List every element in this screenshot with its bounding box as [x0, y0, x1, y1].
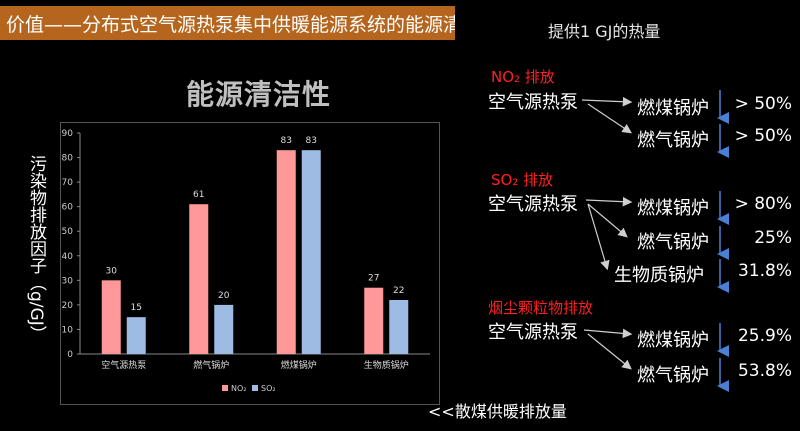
target-so2-1: 燃气锅炉: [637, 232, 709, 253]
y-tick-label: 80: [62, 154, 74, 164]
legend-label-so2: SO₂: [261, 384, 276, 393]
section-heading-no2: NO₂ 排放: [491, 68, 555, 86]
section-source-so2: 空气源热泵: [488, 194, 578, 215]
target-dust-0: 燃煤锅炉: [637, 330, 709, 351]
chart-heading: 能源清洁性: [186, 78, 332, 111]
value-so2-1: 25%: [754, 228, 792, 248]
bar-so2: [214, 304, 234, 354]
value-dust-0: 25.9%: [737, 326, 792, 346]
value-so2-0: > 80%: [734, 194, 792, 214]
y-tick-label: 0: [67, 350, 73, 360]
target-so2-2: 生物质锅炉: [614, 265, 704, 286]
value-so2-2: 31.8%: [737, 261, 792, 281]
section-source-no2: 空气源热泵: [488, 92, 578, 113]
y-tick-label: 60: [62, 203, 74, 213]
y-tick-label: 90: [62, 129, 74, 139]
bar-so2: [301, 150, 321, 354]
target-so2-0: 燃煤锅炉: [637, 198, 709, 219]
target-no2-1: 燃气锅炉: [637, 130, 709, 151]
x-tick-label: 燃气锅炉: [193, 359, 229, 371]
target-dust-1: 燃气锅炉: [637, 365, 709, 386]
section-heading-so2: SO₂ 排放: [491, 171, 554, 189]
bar-value-label: 22: [393, 286, 404, 296]
y-tick-label: 70: [62, 178, 74, 188]
section-source-dust: 空气源热泵: [488, 322, 578, 343]
bar-no2: [276, 150, 296, 354]
x-tick-label: 燃煤锅炉: [281, 359, 317, 371]
bulk-coal-note: <<散煤供暖排放量: [428, 402, 567, 421]
value-no2-0: > 50%: [734, 94, 792, 114]
legend-swatch-so2: [252, 385, 258, 391]
y-tick-label: 10: [62, 325, 74, 335]
y-tick-label: 40: [62, 252, 74, 262]
slide-title: 价值——分布式空气源热泵集中供暖能源系统的能源清洁性: [6, 13, 455, 36]
bar-value-label: 20: [218, 291, 230, 301]
bar-so2: [389, 299, 409, 354]
heat-basis-label: 提供1 GJ的热量: [548, 22, 661, 41]
value-no2-1: > 50%: [734, 126, 792, 146]
y-tick-label: 30: [62, 276, 74, 286]
bar-no2: [364, 287, 384, 354]
bar-value-label: 83: [306, 136, 317, 146]
y-tick-label: 20: [62, 301, 74, 311]
y-tick-label: 50: [62, 227, 74, 237]
bar-value-label: 30: [106, 266, 118, 276]
bar-so2: [126, 317, 146, 354]
chart-frame: [60, 122, 440, 405]
bar-value-label: 83: [281, 136, 292, 146]
x-tick-label: 生物质锅炉: [364, 359, 409, 371]
legend-swatch-no2: [222, 385, 228, 391]
bar-value-label: 15: [131, 303, 142, 313]
legend-label-no2: NO₂: [231, 384, 247, 393]
bar-no2: [189, 204, 209, 354]
bar-value-label: 27: [368, 274, 379, 284]
value-dust-1: 53.8%: [737, 361, 792, 381]
bar-value-label: 61: [193, 190, 204, 200]
x-tick-label: 空气源热泵: [101, 359, 146, 371]
section-heading-dust: 烟尘颗粒物排放: [488, 299, 594, 317]
slide-title-bar: 价值——分布式空气源热泵集中供暖能源系统的能源清洁性: [0, 6, 455, 40]
target-no2-0: 燃煤锅炉: [637, 98, 709, 119]
chart-y-axis-title: 污染物排放因子（g/GJ）: [26, 155, 46, 343]
bar-no2: [101, 280, 121, 354]
